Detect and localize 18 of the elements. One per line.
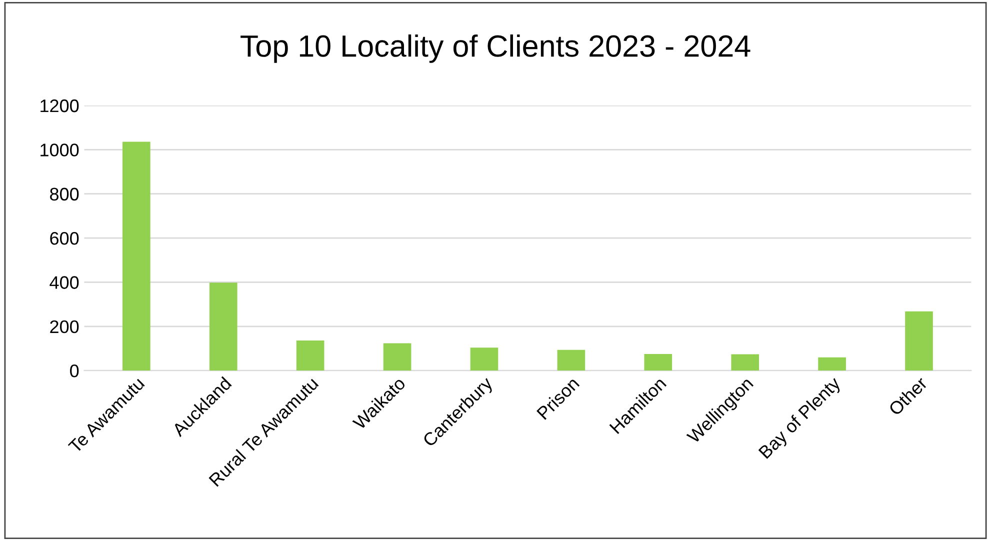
y-tick-label: 200 [50,320,79,334]
y-tick-label: 0 [70,364,79,378]
y-tick-label: 600 [50,232,79,245]
y-tick-label: 1000 [40,144,79,156]
bar [557,350,586,371]
bar [818,357,846,371]
bar [470,348,498,371]
bar [731,354,760,371]
y-tick-label: 800 [50,188,79,201]
bar [209,282,238,371]
chart-title: Top 10 Locality of Clients 2023 - 2024 [240,34,750,63]
bar [644,354,672,371]
bar [122,142,150,371]
y-tick-label: 400 [50,276,79,289]
y-tick-label: 1200 [40,99,79,112]
bar [383,343,412,371]
bar [905,311,933,371]
bar [296,340,324,371]
